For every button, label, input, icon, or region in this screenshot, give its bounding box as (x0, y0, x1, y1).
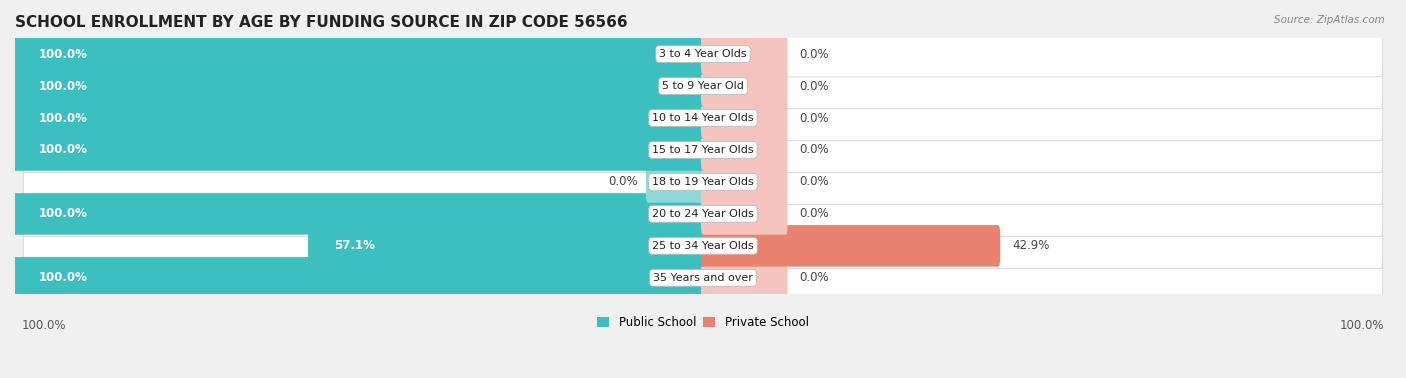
Text: 0.0%: 0.0% (800, 112, 830, 124)
FancyBboxPatch shape (702, 33, 787, 75)
FancyBboxPatch shape (13, 33, 704, 75)
FancyBboxPatch shape (13, 129, 704, 171)
Text: 100.0%: 100.0% (39, 79, 89, 93)
Text: 42.9%: 42.9% (1012, 239, 1049, 253)
Text: 0.0%: 0.0% (607, 175, 638, 189)
FancyBboxPatch shape (702, 161, 787, 203)
Text: 100.0%: 100.0% (39, 144, 89, 156)
FancyBboxPatch shape (24, 127, 1382, 173)
FancyBboxPatch shape (24, 223, 1382, 269)
FancyBboxPatch shape (24, 159, 1382, 204)
FancyBboxPatch shape (24, 191, 1382, 237)
Text: 0.0%: 0.0% (800, 208, 830, 220)
FancyBboxPatch shape (24, 64, 1382, 109)
Text: 35 Years and over: 35 Years and over (652, 273, 754, 283)
Text: 0.0%: 0.0% (800, 144, 830, 156)
Text: 15 to 17 Year Olds: 15 to 17 Year Olds (652, 145, 754, 155)
FancyBboxPatch shape (702, 257, 787, 299)
Text: 0.0%: 0.0% (800, 79, 830, 93)
Text: 5 to 9 Year Old: 5 to 9 Year Old (662, 81, 744, 91)
Text: SCHOOL ENROLLMENT BY AGE BY FUNDING SOURCE IN ZIP CODE 56566: SCHOOL ENROLLMENT BY AGE BY FUNDING SOUR… (15, 15, 627, 30)
Text: 0.0%: 0.0% (800, 271, 830, 284)
FancyBboxPatch shape (702, 129, 787, 171)
FancyBboxPatch shape (702, 193, 787, 235)
Text: 100.0%: 100.0% (39, 208, 89, 220)
FancyBboxPatch shape (13, 257, 704, 299)
Text: 100.0%: 100.0% (39, 271, 89, 284)
Text: 57.1%: 57.1% (335, 239, 375, 253)
Text: 18 to 19 Year Olds: 18 to 19 Year Olds (652, 177, 754, 187)
FancyBboxPatch shape (24, 95, 1382, 141)
Text: 20 to 24 Year Olds: 20 to 24 Year Olds (652, 209, 754, 219)
FancyBboxPatch shape (702, 225, 1000, 266)
Text: 10 to 14 Year Olds: 10 to 14 Year Olds (652, 113, 754, 123)
Text: 3 to 4 Year Olds: 3 to 4 Year Olds (659, 49, 747, 59)
FancyBboxPatch shape (24, 255, 1382, 301)
FancyBboxPatch shape (645, 161, 704, 203)
FancyBboxPatch shape (308, 225, 704, 266)
FancyBboxPatch shape (13, 193, 704, 235)
Text: 0.0%: 0.0% (800, 48, 830, 60)
FancyBboxPatch shape (702, 65, 787, 107)
FancyBboxPatch shape (13, 97, 704, 139)
FancyBboxPatch shape (13, 65, 704, 107)
Text: 25 to 34 Year Olds: 25 to 34 Year Olds (652, 241, 754, 251)
Legend: Public School, Private School: Public School, Private School (593, 311, 813, 334)
FancyBboxPatch shape (24, 31, 1382, 77)
Text: 0.0%: 0.0% (800, 175, 830, 189)
Text: 100.0%: 100.0% (1340, 319, 1384, 332)
Text: 100.0%: 100.0% (22, 319, 66, 332)
Text: Source: ZipAtlas.com: Source: ZipAtlas.com (1274, 15, 1385, 25)
Text: 100.0%: 100.0% (39, 112, 89, 124)
FancyBboxPatch shape (702, 97, 787, 139)
Text: 100.0%: 100.0% (39, 48, 89, 60)
